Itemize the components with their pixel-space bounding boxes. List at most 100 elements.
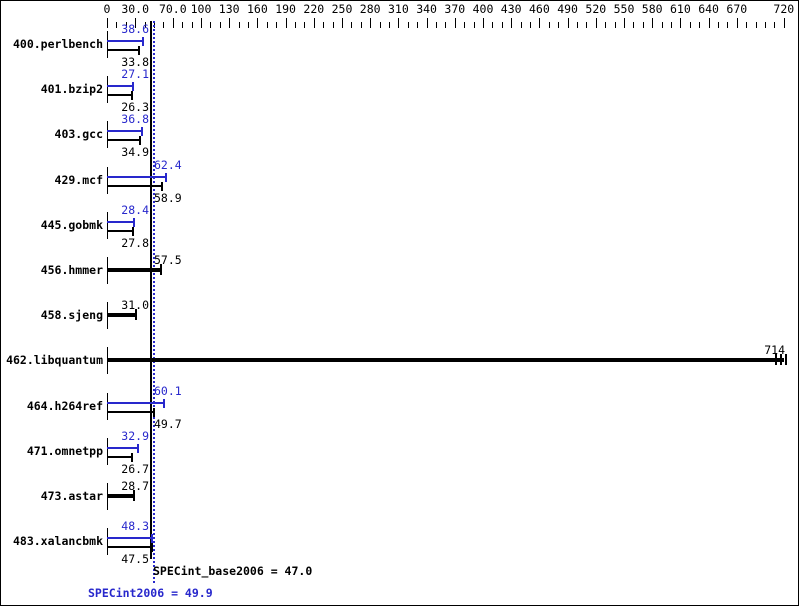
- x-axis-major-tick: [342, 18, 343, 28]
- x-axis-tick-label: 70.0: [158, 2, 187, 16]
- base-reference-line: [150, 21, 152, 559]
- peak-reference-line: [153, 21, 155, 584]
- x-axis-major-tick: [370, 18, 372, 28]
- peak-value-label: 36.8: [121, 112, 149, 126]
- x-axis-tick-label: 400: [472, 2, 494, 16]
- base-value-label: 47.5: [121, 552, 149, 566]
- base-value-label: 49.7: [154, 417, 182, 431]
- peak-bar: [107, 40, 144, 42]
- base-value-label: 714: [764, 343, 785, 357]
- x-axis-tick-label: 0: [103, 2, 111, 16]
- x-axis-minor-tick: [765, 22, 766, 28]
- x-axis-minor-tick: [276, 22, 278, 28]
- base-bar: [107, 185, 163, 187]
- x-axis-tick-label: 670: [726, 2, 748, 16]
- base-value-label: 58.9: [154, 191, 182, 205]
- x-axis-minor-tick: [577, 22, 578, 28]
- x-axis-minor-tick: [351, 22, 353, 28]
- x-axis-minor-tick: [492, 22, 494, 28]
- result-bar: [107, 268, 162, 272]
- bar-end-cap: [135, 309, 138, 320]
- row-axis-stem: [107, 167, 108, 194]
- peak-bar: [107, 221, 134, 223]
- x-axis-minor-tick: [464, 22, 466, 28]
- x-axis-tick-label: 370: [444, 2, 466, 16]
- base-bar: [107, 230, 134, 232]
- x-axis-minor-tick: [727, 22, 729, 28]
- x-axis-tick-label: 250: [331, 2, 353, 16]
- bar-end-cap: [775, 354, 778, 365]
- base-value-label: 26.3: [121, 100, 149, 114]
- x-axis-major-tick: [454, 18, 456, 28]
- row-axis-stem: [107, 528, 108, 555]
- base-bar: [107, 49, 139, 51]
- benchmark-label: 400.perlbench: [12, 37, 103, 51]
- x-axis-minor-tick: [417, 22, 419, 28]
- bar-end-cap: [133, 490, 135, 501]
- x-axis-minor-tick: [323, 22, 325, 28]
- x-axis-major-tick: [426, 18, 428, 28]
- x-axis-tick-label: 220: [303, 2, 325, 16]
- bar-end-cap: [131, 82, 134, 91]
- bar-end-cap: [136, 444, 139, 453]
- x-axis-minor-tick: [501, 22, 503, 28]
- x-axis-minor-tick: [116, 22, 118, 28]
- x-axis-minor-tick: [746, 22, 748, 28]
- x-axis-minor-tick: [360, 22, 362, 28]
- peak-value-label: 38.6: [121, 22, 149, 36]
- x-axis-minor-tick: [144, 22, 146, 28]
- x-axis-minor-tick: [407, 22, 409, 28]
- bar-end-cap: [140, 127, 143, 136]
- base-value-label: 31.0: [121, 298, 149, 312]
- x-axis-tick-label: 610: [670, 2, 691, 16]
- x-axis-tick-label: 580: [641, 2, 663, 16]
- x-axis-tick-label: 100: [190, 2, 212, 16]
- base-bar: [107, 94, 132, 96]
- x-axis-minor-tick: [445, 22, 447, 28]
- x-axis-minor-tick: [718, 22, 719, 28]
- x-axis-minor-tick: [182, 22, 184, 28]
- bar-end-cap: [160, 264, 163, 275]
- x-axis-minor-tick: [163, 22, 165, 28]
- x-axis-minor-tick: [191, 22, 193, 28]
- x-axis-tick-label: 30.0: [121, 2, 150, 16]
- benchmark-label: 401.bzip2: [40, 82, 103, 96]
- row-axis-stem: [107, 76, 108, 103]
- x-axis-minor-tick: [586, 22, 588, 28]
- benchmark-label: 458.sjeng: [40, 308, 103, 322]
- x-axis-minor-tick: [614, 22, 616, 28]
- x-axis-tick-label: 130: [218, 2, 240, 16]
- benchmark-label: 429.mcf: [54, 173, 103, 187]
- x-axis-minor-tick: [248, 22, 249, 28]
- row-axis-stem: [107, 121, 108, 148]
- specint2006-summary-label: SPECint2006 = 49.9: [88, 586, 213, 600]
- x-axis-major-tick: [652, 18, 654, 28]
- bar-end-cap: [130, 91, 133, 100]
- x-axis-major-tick: [511, 18, 513, 28]
- benchmark-label: 403.gcc: [54, 127, 103, 141]
- x-axis-minor-tick: [671, 22, 672, 28]
- bar-end-cap: [132, 218, 135, 227]
- x-axis-minor-tick: [661, 22, 663, 28]
- x-axis-major-tick: [398, 18, 400, 28]
- bar-end-cap: [161, 182, 164, 191]
- x-axis-minor-tick: [699, 22, 701, 28]
- x-axis-minor-tick: [633, 22, 635, 28]
- x-axis-major-tick: [624, 18, 625, 28]
- x-axis-major-tick: [783, 18, 785, 28]
- x-axis-tick-label: 280: [359, 2, 381, 16]
- x-axis-major-tick: [483, 18, 484, 28]
- benchmark-label: 462.libquantum: [6, 353, 103, 367]
- x-axis-tick-label: 310: [388, 2, 409, 16]
- x-axis-major-tick: [229, 18, 231, 28]
- x-axis-minor-tick: [210, 22, 212, 28]
- benchmark-label: 456.hmmer: [40, 263, 103, 277]
- bar-end-cap: [164, 173, 167, 182]
- x-axis-tick-label: 550: [613, 2, 635, 16]
- base-bar: [107, 456, 133, 458]
- bar-end-cap: [150, 543, 153, 552]
- bar-end-cap: [142, 37, 145, 46]
- peak-value-label: 48.3: [121, 519, 149, 533]
- x-axis-minor-tick: [266, 22, 268, 28]
